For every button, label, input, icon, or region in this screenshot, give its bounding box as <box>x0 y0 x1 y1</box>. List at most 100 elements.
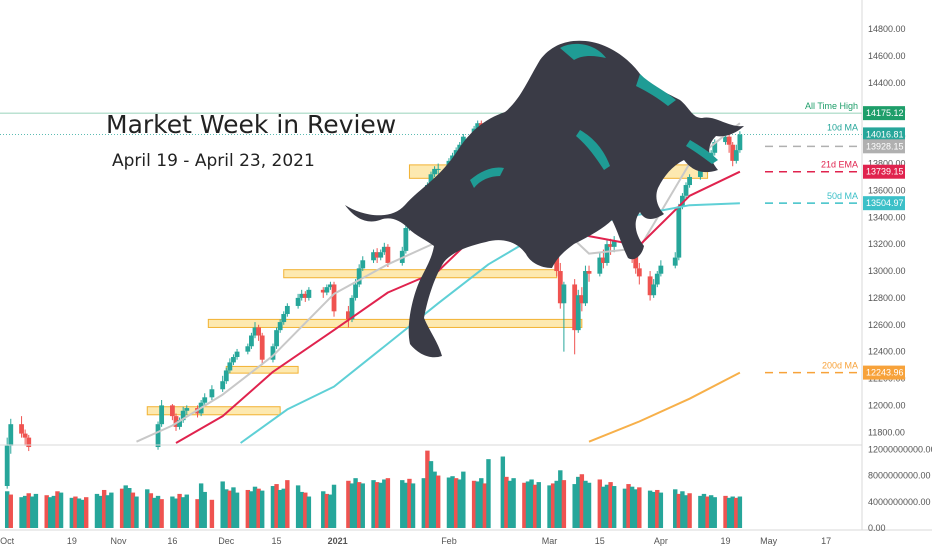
price-tag-value: 12243.96 <box>866 368 904 378</box>
candle-body <box>712 142 718 153</box>
time-tick-label: Apr <box>654 536 668 546</box>
price-tag-value: 13504.97 <box>866 198 904 208</box>
volume-bar <box>349 483 355 528</box>
price-tag-value: 14175.12 <box>866 108 904 118</box>
volume-bar <box>561 480 567 528</box>
candle-body <box>177 420 182 427</box>
candle-body <box>697 166 703 177</box>
volume-bar <box>346 480 351 528</box>
volume-bar <box>403 482 409 528</box>
price-tick-label: 14600.00 <box>868 51 906 61</box>
price-tick-label: 12600.00 <box>868 320 906 330</box>
volume-bar <box>159 499 164 528</box>
candle-body <box>19 424 24 434</box>
volume-bar <box>608 482 613 528</box>
candle-body <box>26 437 32 448</box>
volume-bar <box>299 491 304 528</box>
candle-body <box>730 144 736 161</box>
candle-body <box>223 370 229 382</box>
candle-body <box>324 287 330 293</box>
price-reference-lines <box>0 112 862 374</box>
volume-bar <box>227 490 233 528</box>
volume-bar <box>170 496 175 528</box>
volume-bar <box>676 493 682 528</box>
candle-body <box>733 150 739 161</box>
time-tick-label: 17 <box>821 536 831 546</box>
volume-bar <box>532 484 538 528</box>
price-tick-label: 13400.00 <box>868 212 906 222</box>
volume-bar <box>44 495 49 528</box>
volume-bar <box>482 483 488 528</box>
volume-bar <box>30 496 35 528</box>
candle-body <box>320 289 326 293</box>
candle-body <box>252 327 258 336</box>
price-tick-label: 14800.00 <box>868 24 906 34</box>
volume-bar <box>231 487 236 528</box>
price-tick-label: 13000.00 <box>868 266 906 276</box>
volume-bar <box>475 481 480 528</box>
time-tick-label: Oct <box>0 536 15 546</box>
volume-bar <box>457 479 462 528</box>
volume-bar <box>123 485 128 528</box>
candle-body <box>378 252 384 258</box>
volume-bar <box>446 477 452 528</box>
volume-bar <box>576 476 581 528</box>
volume-tick-label: 8000000000.00 <box>868 471 931 481</box>
bull-accent-back <box>636 74 676 106</box>
volume-bar <box>127 488 132 528</box>
candle-body <box>259 335 265 360</box>
candle-body <box>202 397 208 403</box>
candle-body <box>356 268 362 285</box>
volume-bar <box>328 494 333 528</box>
candle-body <box>180 410 186 421</box>
time-tick-label: Mar <box>542 536 558 546</box>
candle-body <box>385 246 391 263</box>
volume-bars <box>4 450 743 528</box>
candle-body <box>726 136 732 145</box>
time-tick-label: 19 <box>67 536 77 546</box>
volume-bar <box>504 476 509 528</box>
time-tick-label: Nov <box>111 536 128 546</box>
volume-bar <box>705 496 710 528</box>
volume-bar <box>400 480 405 528</box>
price-tag-box <box>863 164 905 179</box>
candle-body <box>281 314 287 323</box>
candle-body <box>586 271 592 274</box>
candle-body <box>658 265 664 274</box>
volume-bar <box>435 475 441 528</box>
volume-bar <box>281 488 286 528</box>
volume-bar <box>245 489 251 528</box>
volume-bar <box>655 489 660 528</box>
headline-subtitle: April 19 - April 23, 2021 <box>112 151 315 171</box>
volume-bar <box>626 484 631 528</box>
volume-bar <box>69 497 75 528</box>
time-tick-label: Dec <box>218 536 235 546</box>
candle-body <box>672 257 678 266</box>
price-tick-label: 12800.00 <box>868 293 906 303</box>
volume-bar <box>382 479 387 528</box>
volume-bar <box>471 480 477 528</box>
volume-bar <box>633 489 638 528</box>
volume-bar <box>184 494 189 528</box>
candle-body <box>374 252 380 258</box>
volume-bar <box>101 489 107 528</box>
volume-bar <box>177 493 182 528</box>
volume-bar <box>148 493 154 528</box>
volume-bar <box>658 492 664 528</box>
candle-body <box>231 357 236 363</box>
candle-body <box>349 297 355 320</box>
volume-bar <box>119 488 125 528</box>
time-axis: Oct 19 Nov 16 Dec 15 2021 Feb Mar 15 Apr 19 May 17 <box>0 536 831 546</box>
price-tick-label: 13200.00 <box>868 239 906 249</box>
volume-bar <box>252 486 258 528</box>
volume-bar <box>198 483 204 528</box>
price-tag-box <box>863 127 905 142</box>
candle-body <box>403 228 409 251</box>
volume-bar <box>259 490 265 528</box>
candle-body <box>651 284 657 296</box>
volume-bar <box>698 495 703 528</box>
volume-bar <box>651 491 656 528</box>
volume-bar <box>647 490 653 528</box>
candle-body <box>601 257 606 263</box>
time-tick-label: 15 <box>272 536 282 546</box>
